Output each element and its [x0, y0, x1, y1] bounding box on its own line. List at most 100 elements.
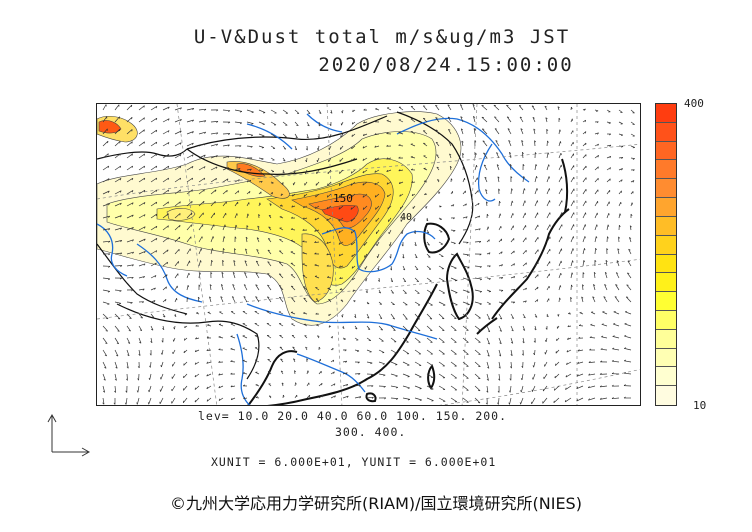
wind-arrow — [450, 289, 458, 294]
wind-arrow — [582, 236, 586, 243]
wind-arrow — [278, 323, 284, 327]
wind-arrow — [327, 169, 332, 175]
wind-arrow — [570, 188, 575, 195]
wind-arrow-head — [513, 276, 516, 279]
colorbar-swatch — [656, 367, 676, 387]
wind-arrow — [546, 164, 550, 171]
wind-arrow-head — [558, 117, 561, 120]
wind-arrow — [390, 397, 399, 399]
wind-arrow — [258, 145, 264, 148]
wind-arrow-head — [533, 128, 536, 131]
wind-arrow — [543, 385, 548, 392]
wind-arrow-head — [206, 349, 209, 351]
wind-arrow-head — [560, 273, 562, 276]
wind-arrow — [510, 263, 515, 267]
wind-arrow-head — [167, 142, 170, 145]
wind-arrow — [138, 177, 145, 183]
wind-arrow-head — [303, 312, 306, 314]
wind-arrow — [414, 265, 419, 270]
wind-arrow — [136, 397, 140, 405]
wind-arrow — [508, 140, 512, 147]
wind-arrow — [198, 189, 205, 195]
wind-arrow-head — [218, 386, 221, 389]
wind-arrow-head — [447, 116, 451, 119]
wind-arrow-head — [599, 385, 602, 388]
river-yellow — [321, 227, 436, 273]
wind-arrow — [534, 349, 536, 355]
wind-arrow-head — [560, 141, 562, 144]
wind-arrow-head — [120, 252, 123, 255]
wind-arrow-head — [500, 302, 504, 305]
wind-arrow — [462, 203, 467, 207]
wind-arrow-head — [501, 277, 504, 280]
wind-arrow — [210, 143, 218, 147]
wind-arrow — [399, 181, 404, 185]
map-timestamp: 2020/08/24.15:00:00 — [318, 54, 574, 76]
wind-arrow — [206, 385, 212, 390]
wind-arrow-head — [618, 225, 621, 228]
wind-arrow-head — [268, 238, 271, 240]
wind-arrow-head — [128, 330, 131, 332]
wind-arrow — [435, 129, 440, 135]
wind-arrow-head — [351, 254, 353, 257]
wind-arrow — [114, 128, 121, 135]
wind-arrow — [162, 142, 170, 147]
wind-arrow-head — [143, 105, 145, 108]
wind-arrow — [618, 213, 621, 219]
wind-arrow-head — [125, 390, 128, 393]
wind-arrow — [150, 225, 158, 231]
wind-arrow — [522, 249, 527, 255]
wind-arrow-head — [577, 361, 580, 364]
wind-arrow — [317, 157, 320, 163]
wind-arrow-head — [137, 366, 140, 369]
wind-arrow-head — [215, 189, 217, 192]
wind-arrow — [606, 178, 611, 183]
wind-arrow-head — [534, 152, 537, 155]
wind-arrow — [462, 385, 469, 391]
wind-arrow — [462, 216, 468, 219]
wind-arrow — [232, 272, 236, 279]
wind-arrow — [258, 133, 265, 137]
wind-arrow — [327, 276, 332, 279]
wind-arrow-head — [367, 316, 370, 319]
wind-arrow-head — [621, 145, 624, 148]
wind-arrow-head — [386, 182, 389, 185]
dust-wind-map: 150 40 — [96, 103, 641, 406]
wind-arrow-head — [483, 164, 487, 167]
unit-legend: XUNIT = 6.000E+01, YUNIT = 6.000E+01 — [211, 455, 497, 469]
wind-arrow-head — [227, 167, 229, 170]
wind-arrow-head — [155, 226, 158, 229]
graticule-lon-3 — [461, 104, 478, 405]
wind-arrow — [558, 176, 562, 183]
wind-arrow — [114, 265, 123, 267]
wind-arrow — [257, 225, 260, 231]
wind-arrow-head — [107, 165, 110, 169]
wind-arrow — [558, 260, 562, 267]
wind-arrow — [306, 109, 311, 114]
wind-arrow-head — [305, 346, 308, 349]
wind-arrow — [510, 349, 513, 356]
wind-arrow — [342, 383, 348, 387]
wind-arrow — [222, 155, 230, 159]
border-mongolia — [186, 115, 388, 175]
wind-arrow — [498, 361, 501, 369]
wind-arrow-head — [362, 133, 365, 136]
wind-arrow — [256, 237, 260, 243]
wind-arrow-head — [307, 370, 309, 373]
wind-arrow-head — [232, 284, 235, 286]
wind-arrow-head — [204, 143, 206, 146]
wind-arrow-head — [386, 169, 389, 172]
wind-arrow — [593, 272, 596, 279]
wind-arrow — [218, 397, 224, 401]
wind-arrow-head — [452, 217, 455, 220]
wind-arrow — [604, 272, 608, 279]
wind-arrow — [486, 361, 490, 369]
wind-arrow-head — [365, 291, 368, 294]
wind-arrow — [306, 133, 309, 139]
wind-arrow — [126, 226, 134, 231]
wind-arrow-head — [149, 365, 151, 368]
wind-arrow — [171, 397, 176, 404]
wind-arrow-head — [338, 207, 340, 210]
wind-arrow — [554, 385, 560, 391]
wind-arrow — [534, 224, 539, 231]
